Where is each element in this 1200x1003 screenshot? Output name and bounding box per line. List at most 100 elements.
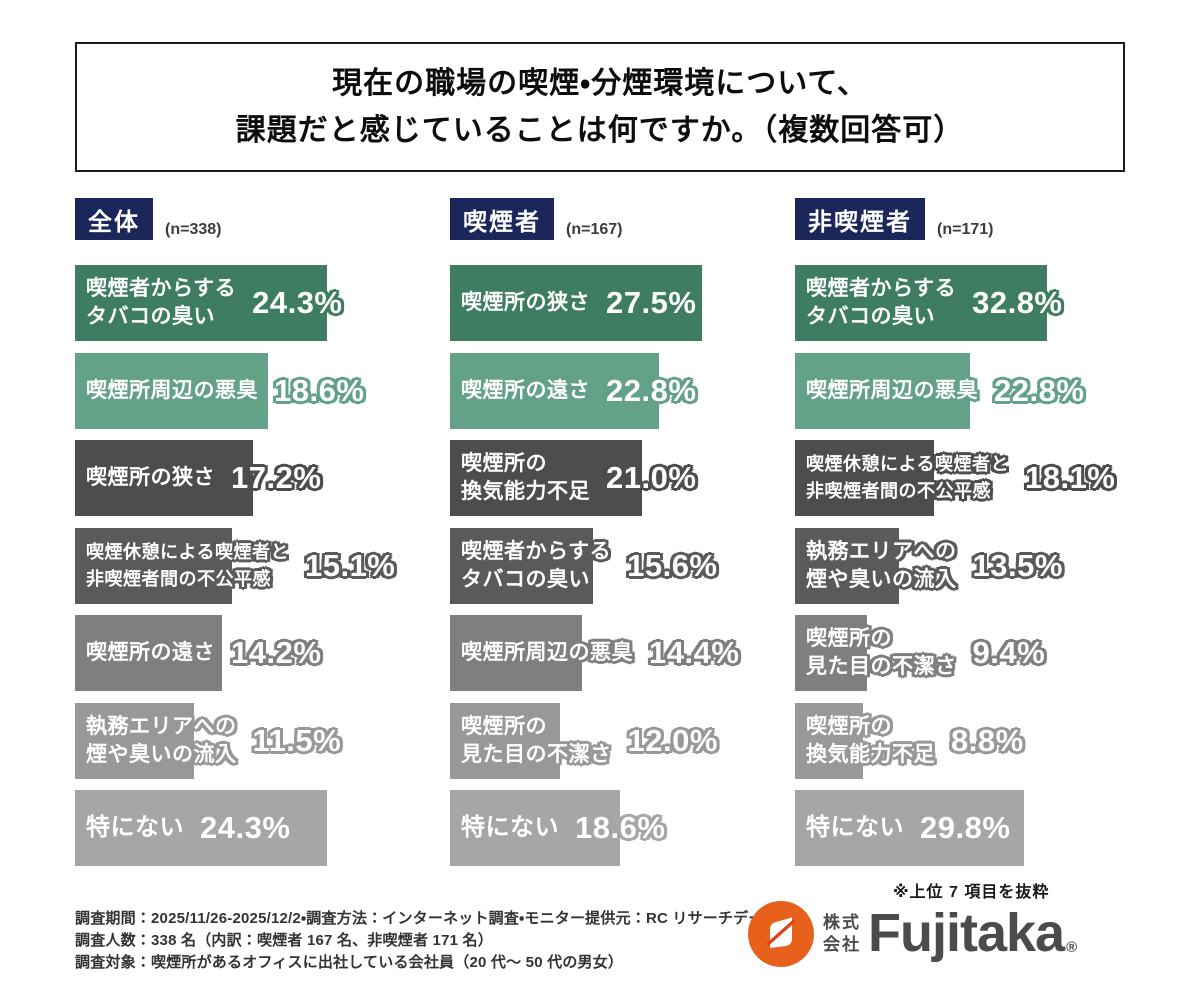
bar-percent: 29.8% bbox=[920, 810, 1011, 845]
bar-row: 執務エリアへの 煙や臭いの流入 13.5% bbox=[795, 527, 1140, 604]
bar-label: 喫煙所周辺の悪臭 bbox=[86, 378, 258, 402]
title-line-2: 課題だと感じていることは何ですか。（複数回答可） bbox=[235, 114, 965, 147]
bar-label: 喫煙所の狭さ bbox=[461, 291, 590, 315]
bar-percent: 24.3% bbox=[252, 285, 343, 320]
survey-note-period: 調査期間：2025/11/26-2025/12/2・調査方法：インターネット調査… bbox=[75, 910, 779, 927]
survey-note-count: 調査人数：338 名（内訳：喫煙者 167 名、非喫煙者 171 名） bbox=[75, 931, 493, 949]
page-title: 現在の職場の喫煙・分煙環境について、 課題だと感じていることは何ですか。（複数回… bbox=[75, 42, 1125, 172]
logo-company-type-top: 株式 bbox=[823, 912, 861, 932]
bar bbox=[450, 615, 582, 691]
bar-row: 喫煙所の 換気能力不足 8.8% bbox=[795, 702, 1140, 779]
bar-row: 喫煙所周辺の悪臭 14.4% bbox=[450, 615, 795, 691]
bar-percent: 14.2% bbox=[231, 635, 322, 670]
bar-content: 喫煙所の遠さ 14.2% bbox=[75, 615, 420, 691]
column-nonsmokers: 非喫煙者 (n=171) 喫煙者からする タバコの臭い 32.8% 喫煙所周辺の悪臭… bbox=[795, 198, 1140, 878]
bar bbox=[795, 352, 970, 429]
bar-content: 喫煙所の 換気能力不足 21.0% bbox=[450, 440, 795, 516]
bar-percent: 22.8% bbox=[994, 372, 1085, 408]
column-overall: 全体 (n=338) 喫煙者からする タバコの臭い 24.3% 喫煙所周辺の悪臭 18… bbox=[75, 198, 420, 878]
bar-label: 執務エリアへの 煙や臭いの流入 bbox=[86, 714, 237, 766]
logo-brand: Fujitaka ® bbox=[868, 903, 1077, 964]
column-n-label-smokers: (n=167) bbox=[566, 221, 623, 238]
bar-percent: 18.6% bbox=[274, 372, 365, 408]
bar bbox=[75, 352, 268, 429]
bar-row: 喫煙所の 換気能力不足 21.0% bbox=[450, 440, 795, 516]
bar-percent: 32.8% bbox=[972, 285, 1063, 320]
footnote: ※上位 7 項目を抜粋 bbox=[893, 884, 1050, 901]
bar-label: 喫煙休憩による喫煙者と 非喫煙者間の不公平感 bbox=[806, 454, 1009, 501]
bar-row: 喫煙所の狭さ 17.2% bbox=[75, 440, 420, 516]
bar bbox=[75, 265, 327, 341]
bar-label: 執務エリアへの 煙や臭いの流入 bbox=[806, 539, 957, 591]
bar-row: 喫煙所の遠さ 14.2% bbox=[75, 615, 420, 691]
column-n-label-nonsmokers: (n=171) bbox=[937, 221, 994, 238]
column-smokers: 喫煙者 (n=167) 喫煙所の狭さ 27.5% 喫煙所の遠さ 22.8% 喫煙所の 換… bbox=[450, 198, 795, 878]
bar-content: 喫煙所周辺の悪臭 18.6% bbox=[75, 353, 420, 429]
registered-trademark-icon: ® bbox=[1066, 939, 1077, 957]
fujitaka-logo-icon bbox=[748, 901, 814, 967]
bar-label: 喫煙所周辺の悪臭 bbox=[461, 641, 633, 665]
bar-content: 喫煙所の 見た目の不潔さ 9.4% bbox=[795, 615, 1140, 691]
bar bbox=[450, 702, 560, 779]
column-badge-nonsmokers: 非喫煙者 bbox=[795, 198, 925, 240]
bar bbox=[75, 615, 222, 691]
bar-label: 喫煙所の 見た目の不潔さ bbox=[461, 714, 612, 766]
survey-note-target: 調査対象：喫煙所があるオフィスに出社している会社員（20 代～ 50 代の男女） bbox=[75, 953, 624, 971]
bar-percent: 14.4% bbox=[649, 635, 740, 670]
column-header-overall: 全体 (n=338) bbox=[75, 198, 420, 240]
title-line-1: 現在の職場の喫煙・分煙環境について、 bbox=[332, 66, 868, 100]
bar-row: 喫煙者からする タバコの臭い 15.6% bbox=[450, 527, 795, 604]
bar-label: 特にない bbox=[461, 814, 559, 842]
bar-content: 喫煙所の 換気能力不足 8.8% bbox=[795, 703, 1140, 779]
column-badge-smokers: 喫煙者 bbox=[450, 198, 554, 240]
bar bbox=[795, 702, 863, 779]
bar-percent: 12.0% bbox=[627, 722, 718, 758]
bar-percent: 15.1% bbox=[304, 547, 396, 583]
bar bbox=[450, 352, 659, 429]
logo-brand-text: Fujitaka bbox=[868, 903, 1065, 964]
bar-percent: 9.4% bbox=[972, 635, 1046, 670]
bar bbox=[795, 440, 934, 516]
bar-label: 喫煙休憩による喫煙者と 非喫煙者間の不公平感 bbox=[86, 541, 289, 589]
bar bbox=[795, 615, 867, 691]
bar-content: 特にない 24.3% bbox=[75, 790, 420, 866]
bar-row: 喫煙休憩による喫煙者と 非喫煙者間の不公平感 15.1% bbox=[75, 527, 420, 604]
bar-percent: 17.2% bbox=[231, 460, 322, 495]
bar bbox=[75, 702, 194, 779]
bar-percent: 27.5% bbox=[606, 285, 697, 320]
bar-row: 喫煙所の狭さ 27.5% bbox=[450, 265, 795, 341]
column-header-nonsmokers: 非喫煙者 (n=171) bbox=[795, 198, 1140, 240]
bar-content: 喫煙休憩による喫煙者と 非喫煙者間の不公平感 15.1% bbox=[75, 528, 420, 604]
bar-percent: 18.6% bbox=[575, 810, 666, 845]
bar-label: 喫煙所の遠さ bbox=[461, 378, 590, 402]
bar-list-overall: 喫煙者からする タバコの臭い 24.3% 喫煙所周辺の悪臭 18.6% 喫煙所の狭さ 17… bbox=[75, 265, 420, 866]
bar bbox=[450, 265, 702, 341]
logo-company-type: 株式 会社 bbox=[823, 912, 861, 956]
column-n-label-overall: (n=338) bbox=[165, 221, 222, 238]
bar-percent: 24.3% bbox=[200, 810, 291, 845]
bar-row: 喫煙所周辺の悪臭 22.8% bbox=[795, 352, 1140, 429]
bar-content: 喫煙者からする タバコの臭い 32.8% bbox=[795, 265, 1140, 341]
bar-content: 執務エリアへの 煙や臭いの流入 11.5% bbox=[75, 703, 420, 779]
bar-row: 特にない 18.6% bbox=[450, 790, 795, 866]
bar-percent: 13.5% bbox=[972, 547, 1063, 583]
bar bbox=[795, 265, 1047, 341]
fujitaka-logo: 株式 会社 Fujitaka ® bbox=[748, 901, 1077, 967]
bar-content: 喫煙者からする タバコの臭い 15.6% bbox=[450, 528, 795, 604]
bar-row: 執務エリアへの 煙や臭いの流入 11.5% bbox=[75, 702, 420, 779]
bar bbox=[75, 527, 232, 604]
logo-company-type-bottom: 会社 bbox=[823, 935, 861, 954]
bar bbox=[450, 527, 593, 604]
bar-label: 特にない bbox=[806, 814, 904, 842]
bar-row: 喫煙者からする タバコの臭い 24.3% bbox=[75, 265, 420, 341]
bar-percent: 8.8% bbox=[951, 722, 1024, 758]
bar-content: 喫煙所周辺の悪臭 14.4% bbox=[450, 615, 795, 691]
bar-percent: 15.6% bbox=[627, 547, 718, 583]
bar-list-nonsmokers: 喫煙者からする タバコの臭い 32.8% 喫煙所周辺の悪臭 22.8% 喫煙休憩による喫… bbox=[795, 265, 1140, 866]
bar-row: 喫煙休憩による喫煙者と 非喫煙者間の不公平感 18.1% bbox=[795, 440, 1140, 516]
bar-label: 喫煙所の遠さ bbox=[86, 641, 215, 665]
bar-label: 喫煙所の狭さ bbox=[86, 466, 215, 490]
bar-content: 喫煙所の遠さ 22.8% bbox=[450, 353, 795, 429]
bar-row: 特にない 24.3% bbox=[75, 790, 420, 866]
bar bbox=[795, 790, 1024, 866]
